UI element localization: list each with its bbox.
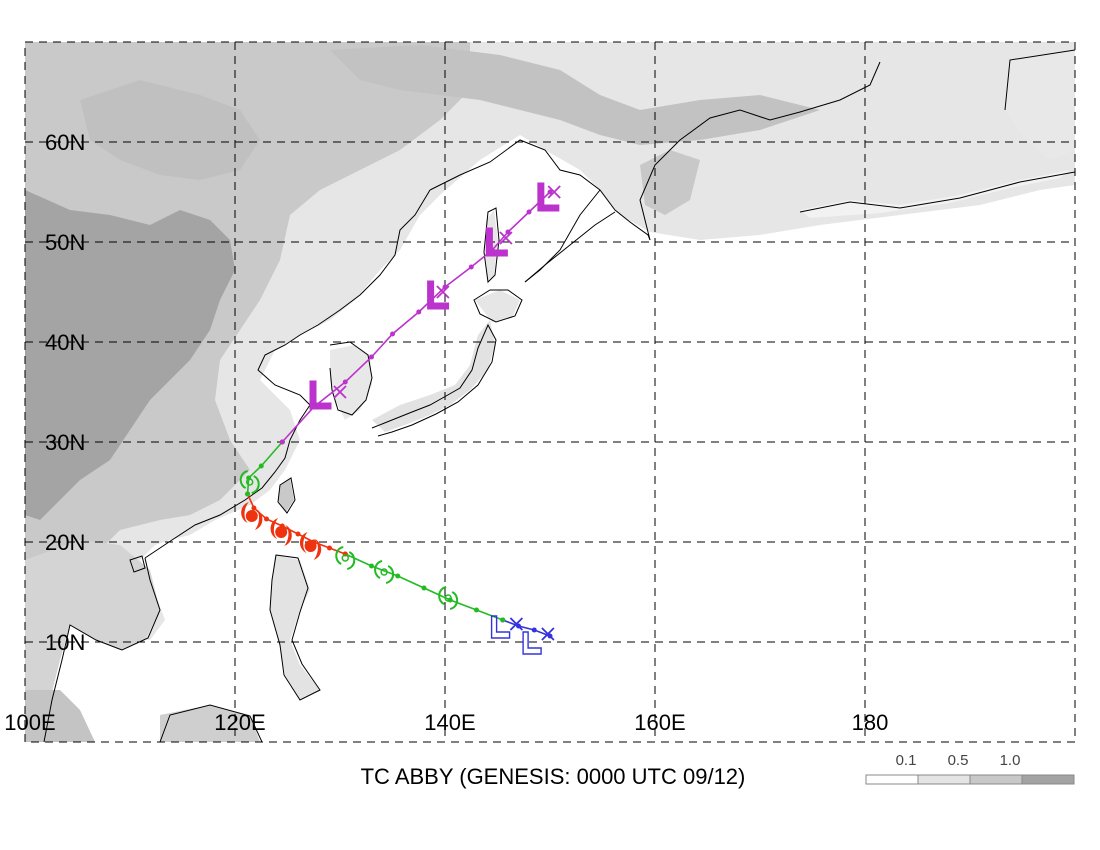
land-mongolia-dark <box>80 80 260 180</box>
land-taiwan <box>278 478 294 512</box>
land-siberia-dark <box>330 45 820 145</box>
land-aleutians <box>800 170 1070 218</box>
legend-swatch-0 <box>865 774 919 785</box>
track-point <box>500 617 506 623</box>
coast-alaska <box>1004 49 1075 111</box>
land-japan <box>372 320 495 432</box>
lon-label: 180 <box>852 710 889 735</box>
track-point <box>390 331 395 337</box>
track-point <box>369 563 374 569</box>
coast-borneo <box>159 704 263 742</box>
lat-lon-grid <box>25 42 1075 742</box>
storm-symbol <box>239 470 260 494</box>
coast-asia-east <box>429 139 651 241</box>
storm-symbol <box>374 560 395 584</box>
lat-label: 10N <box>45 630 85 655</box>
shading-legend: 0.1 0.5 1.0 <box>865 752 1075 785</box>
land-asia-dark <box>25 190 235 520</box>
legend-label-1: 0.5 <box>948 752 969 769</box>
typhoon-symbol <box>299 532 322 560</box>
legend-label-0: 0.1 <box>896 752 917 769</box>
coast-sakhalin <box>483 207 500 284</box>
coast-hainan <box>129 555 146 573</box>
track-segment-low <box>502 619 551 637</box>
track-point <box>369 354 374 360</box>
lat-label: 40N <box>45 330 85 355</box>
track-point <box>279 439 285 445</box>
storm-symbol <box>335 546 356 570</box>
ext-L-symbol <box>537 182 560 212</box>
x-symbol <box>436 285 450 299</box>
terrain-shading <box>25 42 1075 742</box>
coast-korea <box>329 341 373 416</box>
coast-kuril <box>524 211 616 283</box>
storm-symbol <box>438 586 459 610</box>
track-point <box>342 379 348 385</box>
land-korea <box>330 345 372 420</box>
longitude-labels: 100E 120E 140E 160E 180 <box>4 710 888 735</box>
lon-label: 140E <box>424 710 475 735</box>
track-point <box>547 189 553 195</box>
x-symbol <box>333 385 347 399</box>
land-alaska <box>1005 50 1075 160</box>
track-point <box>531 627 537 633</box>
x-symbol <box>547 185 561 199</box>
land-asia-mid <box>25 42 470 570</box>
map-title: TC ABBY (GENESIS: 0000 UTC 09/12) <box>361 764 746 789</box>
x-symbol <box>499 231 513 245</box>
track-point <box>468 264 474 270</box>
track-segment-tropical-storm <box>246 441 283 495</box>
track-point <box>295 531 301 537</box>
coast-taiwan <box>277 477 296 514</box>
coastlines <box>43 49 1075 742</box>
track-point <box>526 209 532 215</box>
storm-symbols <box>239 182 561 655</box>
lat-label: 30N <box>45 430 85 455</box>
low-L-symbol <box>490 615 511 639</box>
x-symbol <box>509 617 524 631</box>
lon-label: 160E <box>634 710 685 735</box>
legend-swatch-2 <box>969 774 1023 785</box>
land-malay <box>25 690 95 742</box>
lat-label: 60N <box>45 130 85 155</box>
lon-label: 120E <box>214 710 265 735</box>
typhoon-symbol <box>241 502 263 530</box>
coast-china-korea <box>144 189 431 559</box>
track-point <box>395 573 401 579</box>
land-indochina <box>25 540 160 705</box>
track-point <box>474 607 479 613</box>
legend-label-2: 1.0 <box>1000 752 1021 769</box>
legend-swatch-1 <box>917 774 971 785</box>
coast-philippines <box>269 554 321 701</box>
low-L-symbol <box>522 631 542 655</box>
track-point <box>264 516 269 522</box>
x-symbol <box>541 627 555 641</box>
lon-label: 100E <box>4 710 55 735</box>
track-point <box>505 229 511 235</box>
latitude-labels: 60N 50N 40N 30N 20N 10N <box>45 130 85 655</box>
map-frame <box>24 41 1076 743</box>
ext-L-symbol <box>309 380 332 410</box>
track-point <box>245 491 251 497</box>
ext-L-symbol <box>485 227 508 257</box>
lat-label: 50N <box>45 230 85 255</box>
land-hokkaido <box>475 290 520 322</box>
track-point <box>327 545 332 551</box>
legend-swatch-3 <box>1021 774 1075 785</box>
coast-hokkaido <box>473 289 523 323</box>
coast-japan <box>371 323 497 437</box>
typhoon-symbol <box>270 518 292 546</box>
track-point <box>416 309 422 315</box>
lat-label: 20N <box>45 530 85 555</box>
ext-L-symbol <box>427 280 450 310</box>
land-philippines <box>270 555 320 700</box>
coast-kamchatka <box>639 61 881 241</box>
coast-indochina <box>43 557 161 742</box>
coast-aleutians <box>799 171 1075 213</box>
track-point <box>421 585 427 591</box>
track-point <box>258 463 264 469</box>
track-point <box>251 505 257 511</box>
